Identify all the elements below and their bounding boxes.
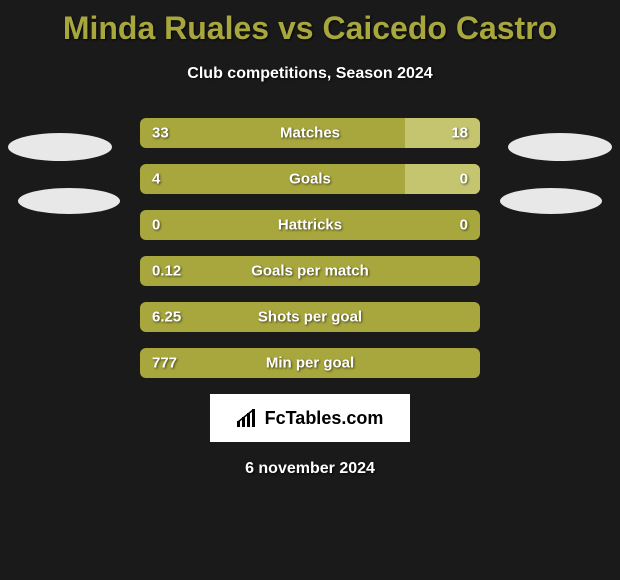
stat-left-value: 0 <box>152 217 160 234</box>
page-title: Minda Ruales vs Caicedo Castro <box>0 0 620 47</box>
stat-row-matches: 33 Matches 18 <box>140 118 480 148</box>
date-text: 6 november 2024 <box>0 460 620 478</box>
logo-text: FcTables.com <box>265 408 384 429</box>
player-left-ellipse-1 <box>8 133 112 161</box>
stat-row-shots-per-goal: 6.25 Shots per goal <box>140 302 480 332</box>
stat-right-value: 0 <box>460 217 468 234</box>
stat-left-value: 0.12 <box>152 263 181 280</box>
logo-box: FcTables.com <box>210 394 410 442</box>
chart-icon <box>237 409 259 427</box>
stat-left-value: 777 <box>152 355 177 372</box>
stat-label: Matches <box>280 125 340 142</box>
stat-label: Shots per goal <box>258 309 362 326</box>
player-right-ellipse-2 <box>500 188 602 214</box>
stat-row-min-per-goal: 777 Min per goal <box>140 348 480 378</box>
stat-label: Min per goal <box>266 355 354 372</box>
stat-left-value: 4 <box>152 171 160 188</box>
stats-content: 33 Matches 18 4 Goals 0 0 Hattricks 0 0.… <box>0 118 620 478</box>
stat-fill-right <box>405 118 480 148</box>
stat-right-value: 18 <box>451 125 468 142</box>
stat-row-hattricks: 0 Hattricks 0 <box>140 210 480 240</box>
stat-label: Goals <box>289 171 331 188</box>
stat-left-value: 6.25 <box>152 309 181 326</box>
stat-row-goals-per-match: 0.12 Goals per match <box>140 256 480 286</box>
stat-fill-right <box>405 164 480 194</box>
stat-label: Goals per match <box>251 263 369 280</box>
stat-row-goals: 4 Goals 0 <box>140 164 480 194</box>
stat-rows: 33 Matches 18 4 Goals 0 0 Hattricks 0 0.… <box>140 118 480 378</box>
subtitle: Club competitions, Season 2024 <box>0 65 620 83</box>
stat-left-value: 33 <box>152 125 169 142</box>
player-right-ellipse-1 <box>508 133 612 161</box>
stat-right-value: 0 <box>460 171 468 188</box>
stat-label: Hattricks <box>278 217 342 234</box>
player-left-ellipse-2 <box>18 188 120 214</box>
